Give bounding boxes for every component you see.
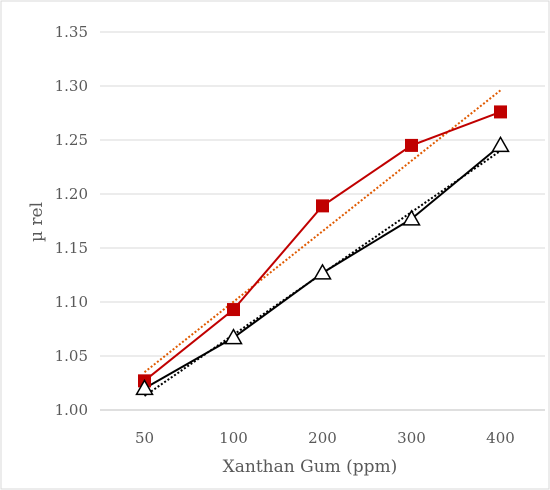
y-tick-label: 1.15 — [55, 239, 88, 257]
data-point-square — [316, 199, 329, 213]
series-markers — [135, 105, 510, 396]
x-axis-title: Xanthan Gum (ppm) — [223, 457, 398, 477]
y-axis-title: µ rel — [27, 202, 47, 242]
x-tick-label: 300 — [397, 429, 426, 447]
y-tick-label: 1.00 — [55, 401, 88, 419]
x-tick-label: 200 — [308, 429, 337, 447]
x-tick-label: 400 — [486, 429, 515, 447]
data-point-triangle — [491, 135, 510, 153]
data-point-square — [227, 303, 240, 317]
x-tick-labels: 50 100 200 300 400 — [135, 429, 515, 447]
y-tick-label: 1.25 — [55, 131, 88, 149]
y-tick-label: 1.10 — [55, 293, 88, 311]
x-tick-label: 50 — [135, 429, 154, 447]
y-tick-label: 1.30 — [55, 77, 88, 95]
y-tick-label: 1.05 — [55, 347, 88, 365]
data-point-triangle — [313, 263, 332, 280]
y-tick-label: 1.35 — [55, 23, 88, 41]
data-point-triangle — [402, 209, 421, 226]
y-tick-labels: 1.00 1.05 1.10 1.15 1.20 1.25 1.30 1.35 — [55, 23, 88, 419]
data-point-triangle — [135, 378, 154, 396]
x-tick-label: 100 — [219, 429, 248, 447]
data-point-square — [405, 138, 418, 152]
data-point-square — [494, 105, 507, 119]
y-tick-label: 1.20 — [55, 185, 88, 203]
data-point-triangle — [224, 328, 243, 345]
